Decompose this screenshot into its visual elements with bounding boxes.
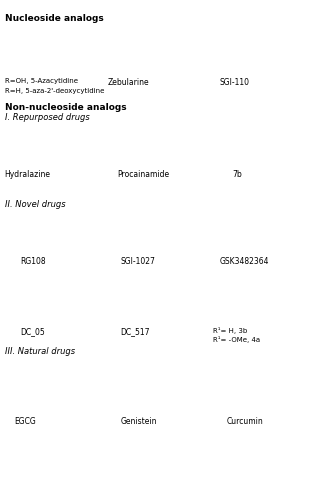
- Text: Genistein: Genistein: [120, 416, 157, 426]
- Text: DC_517: DC_517: [120, 327, 150, 336]
- Text: R¹= H, 3b: R¹= H, 3b: [214, 327, 248, 334]
- Text: SGI-1027: SGI-1027: [120, 258, 155, 266]
- Text: SGI-110: SGI-110: [220, 78, 250, 88]
- Text: RG108: RG108: [21, 258, 46, 266]
- Text: GSK3482364: GSK3482364: [220, 258, 269, 266]
- Text: R¹= -OMe, 4a: R¹= -OMe, 4a: [214, 336, 260, 342]
- Text: 7b: 7b: [233, 170, 242, 179]
- Text: II. Novel drugs: II. Novel drugs: [5, 200, 65, 209]
- Text: EGCG: EGCG: [14, 416, 36, 426]
- Text: Hydralazine: Hydralazine: [5, 170, 51, 179]
- Text: Nucleoside analogs: Nucleoside analogs: [5, 14, 103, 23]
- Text: R=OH, 5-Azacytidine: R=OH, 5-Azacytidine: [5, 78, 78, 84]
- Text: III. Natural drugs: III. Natural drugs: [5, 347, 75, 356]
- Text: Procainamide: Procainamide: [117, 170, 169, 179]
- Text: R=H, 5-aza-2'-deoxycytidine: R=H, 5-aza-2'-deoxycytidine: [5, 88, 104, 94]
- Text: Zebularine: Zebularine: [107, 78, 149, 88]
- Text: Non-nucleoside analogs: Non-nucleoside analogs: [5, 104, 126, 112]
- Text: Curcumin: Curcumin: [226, 416, 263, 426]
- Text: DC_05: DC_05: [21, 327, 45, 336]
- Text: I. Repurposed drugs: I. Repurposed drugs: [5, 114, 89, 122]
